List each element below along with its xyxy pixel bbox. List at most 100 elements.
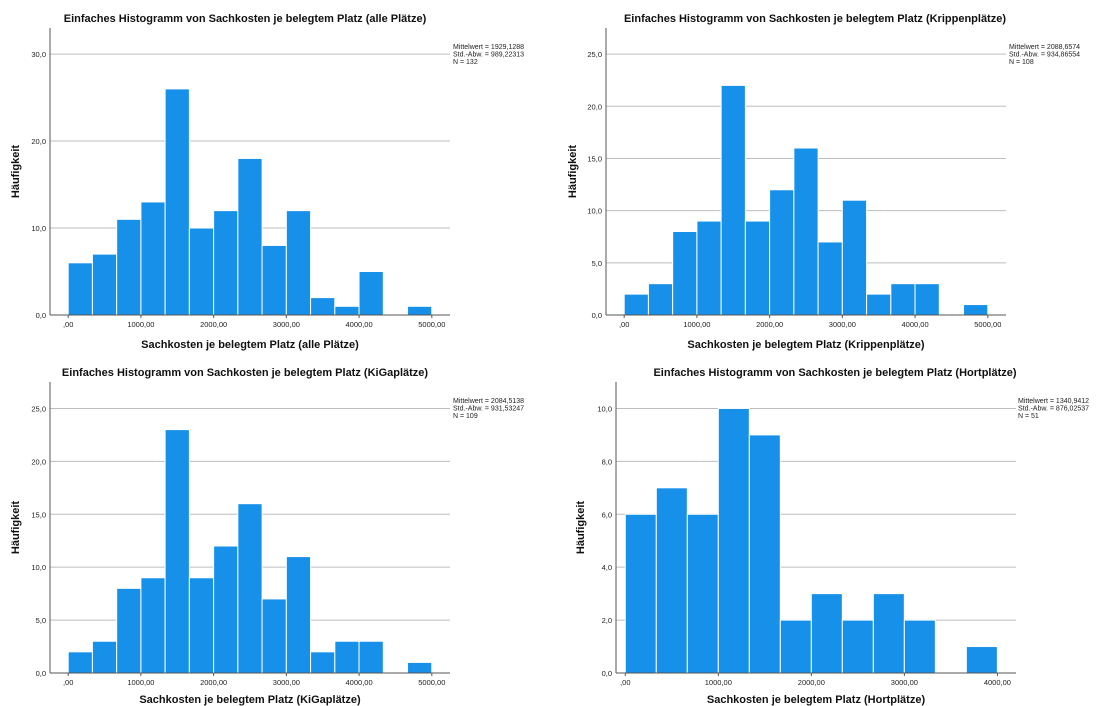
histogram-bar xyxy=(717,407,750,674)
histogram-bar xyxy=(793,147,819,316)
histogram-bar xyxy=(624,513,657,674)
x-tick-label: 2000,00 xyxy=(200,320,227,329)
x-tick-label: 3000,00 xyxy=(273,320,300,329)
chart-title: Einfaches Histogramm von Sachkosten je b… xyxy=(653,367,1016,379)
histogram-bar xyxy=(407,305,433,316)
histogram-bar xyxy=(872,593,905,674)
histogram-bar xyxy=(866,293,892,316)
histogram-panel-3: 0,0 5,0 10,0 15,0 20,0 25,0 ,00 1000,00 2000,00 3… xyxy=(10,367,524,706)
histogram-bar xyxy=(744,220,771,316)
histogram-bar xyxy=(188,577,215,674)
y-tick-label: 20,0 xyxy=(31,137,46,146)
histogram-bar xyxy=(686,513,719,674)
histogram-bar xyxy=(261,244,287,316)
y-tick-label: 20,0 xyxy=(587,102,602,111)
histogram-bar xyxy=(285,556,312,674)
stats-line: Mittelwert = 1340,9412 xyxy=(1018,398,1089,405)
y-axis-label: Häufigkeit xyxy=(575,501,587,555)
histogram-bar xyxy=(116,587,142,674)
x-axis-label: Sachkosten je belegtem Platz (KiGaplätze… xyxy=(139,694,361,706)
x-tick-label: 3000,00 xyxy=(273,678,300,687)
x-axis-label: Sachkosten je belegtem Platz (Krippenplä… xyxy=(687,339,925,351)
histogram-bar xyxy=(358,640,384,674)
histogram-bar xyxy=(164,88,190,316)
y-tick-label: 25,0 xyxy=(587,50,602,59)
x-tick-label: 4000,00 xyxy=(902,320,929,329)
x-tick-label: 2000,00 xyxy=(798,678,825,687)
histogram-bar xyxy=(817,241,843,316)
histogram-bar xyxy=(769,189,795,316)
histogram-bar xyxy=(237,157,263,316)
x-tick-label: 1000,00 xyxy=(683,320,710,329)
y-tick-label: 15,0 xyxy=(587,154,602,163)
x-tick-label: 4000,00 xyxy=(346,320,373,329)
x-tick-label: 2000,00 xyxy=(200,678,227,687)
histogram-bar xyxy=(358,271,384,316)
histogram-bar xyxy=(647,283,674,316)
histogram-bar xyxy=(213,545,239,674)
histogram-bar xyxy=(655,487,688,674)
y-tick-label: 5,0 xyxy=(36,616,46,625)
histogram-bar xyxy=(213,210,239,316)
histogram-bar xyxy=(334,640,360,674)
y-tick-label: 0,0 xyxy=(36,669,46,678)
histogram-bar xyxy=(140,201,166,316)
y-axis-label: Häufigkeit xyxy=(10,145,22,199)
histogram-bar xyxy=(91,640,118,674)
histogram-bar xyxy=(407,661,433,674)
x-axis-label: Sachkosten je belegtem Platz (alle Plätz… xyxy=(141,339,359,351)
stats-line: Std.-Abw. = 989,22313 xyxy=(453,52,524,59)
histogram-bar xyxy=(261,598,287,674)
histogram-bar xyxy=(720,84,746,316)
y-tick-label: 0,0 xyxy=(592,311,602,320)
stats-line: N = 132 xyxy=(453,59,478,66)
stats-line: Std.-Abw. = 931,53247 xyxy=(453,406,524,413)
histogram-bar xyxy=(672,231,698,316)
x-tick-label: 1000,00 xyxy=(127,678,154,687)
y-tick-label: 2,0 xyxy=(602,616,612,625)
histogram-bar xyxy=(779,619,812,674)
chart-title: Einfaches Histogramm von Sachkosten je b… xyxy=(62,367,428,379)
histogram-bar xyxy=(696,220,722,316)
y-tick-label: 15,0 xyxy=(31,510,46,519)
histogram-bar xyxy=(903,619,936,674)
stats-line: Mittelwert = 2084,5138 xyxy=(453,398,524,405)
y-tick-label: 10,0 xyxy=(31,224,46,233)
histogram-panel-1: 0,0 10,0 20,0 30,0 ,00 1000,00 2000,00 3000,00 4… xyxy=(10,13,524,351)
histogram-bar xyxy=(841,199,868,316)
histogram-bar xyxy=(67,262,93,316)
histogram-bar xyxy=(237,503,263,674)
x-tick-label: ,00 xyxy=(620,678,630,687)
stats-line: N = 109 xyxy=(453,413,478,420)
y-tick-label: 10,0 xyxy=(31,563,46,572)
stats-line: N = 51 xyxy=(1018,413,1039,420)
x-tick-label: 3000,00 xyxy=(891,678,918,687)
histogram-bar xyxy=(310,651,336,674)
y-tick-label: 30,0 xyxy=(31,50,46,59)
histogram-bar xyxy=(890,283,916,316)
y-tick-label: 10,0 xyxy=(587,207,602,216)
histogram-panel-2: 0,0 5,0 10,0 15,0 20,0 25,0 ,00 1000,00 2000,00 3… xyxy=(567,13,1080,351)
x-axis-label: Sachkosten je belegtem Platz (Hortplätze… xyxy=(707,694,926,706)
histogram-bar xyxy=(810,593,843,674)
histogram-bar xyxy=(67,651,93,674)
y-tick-label: 25,0 xyxy=(31,404,46,413)
x-tick-label: 1000,00 xyxy=(705,678,732,687)
y-axis-label: Häufigkeit xyxy=(10,501,22,555)
histogram-bar xyxy=(116,218,142,316)
x-tick-label: 2000,00 xyxy=(756,320,783,329)
x-tick-label: ,00 xyxy=(63,678,73,687)
x-tick-label: 5000,00 xyxy=(418,320,445,329)
stats-line: Std.-Abw. = 934,86554 xyxy=(1009,52,1080,59)
y-tick-label: 0,0 xyxy=(36,311,46,320)
stats-line: Std.-Abw. = 876,02537 xyxy=(1018,406,1089,413)
stats-line: N = 108 xyxy=(1009,59,1034,66)
histogram-bar xyxy=(285,210,312,316)
y-tick-label: 20,0 xyxy=(31,457,46,466)
histogram-bar xyxy=(841,619,874,674)
x-tick-label: ,00 xyxy=(63,320,73,329)
histogram-panel-4: 0,0 2,0 4,0 6,0 8,0 10,0 ,00 1000,00 2000,00 3000… xyxy=(575,367,1089,706)
x-tick-label: 4000,00 xyxy=(346,678,373,687)
histogram-bar xyxy=(188,227,215,316)
